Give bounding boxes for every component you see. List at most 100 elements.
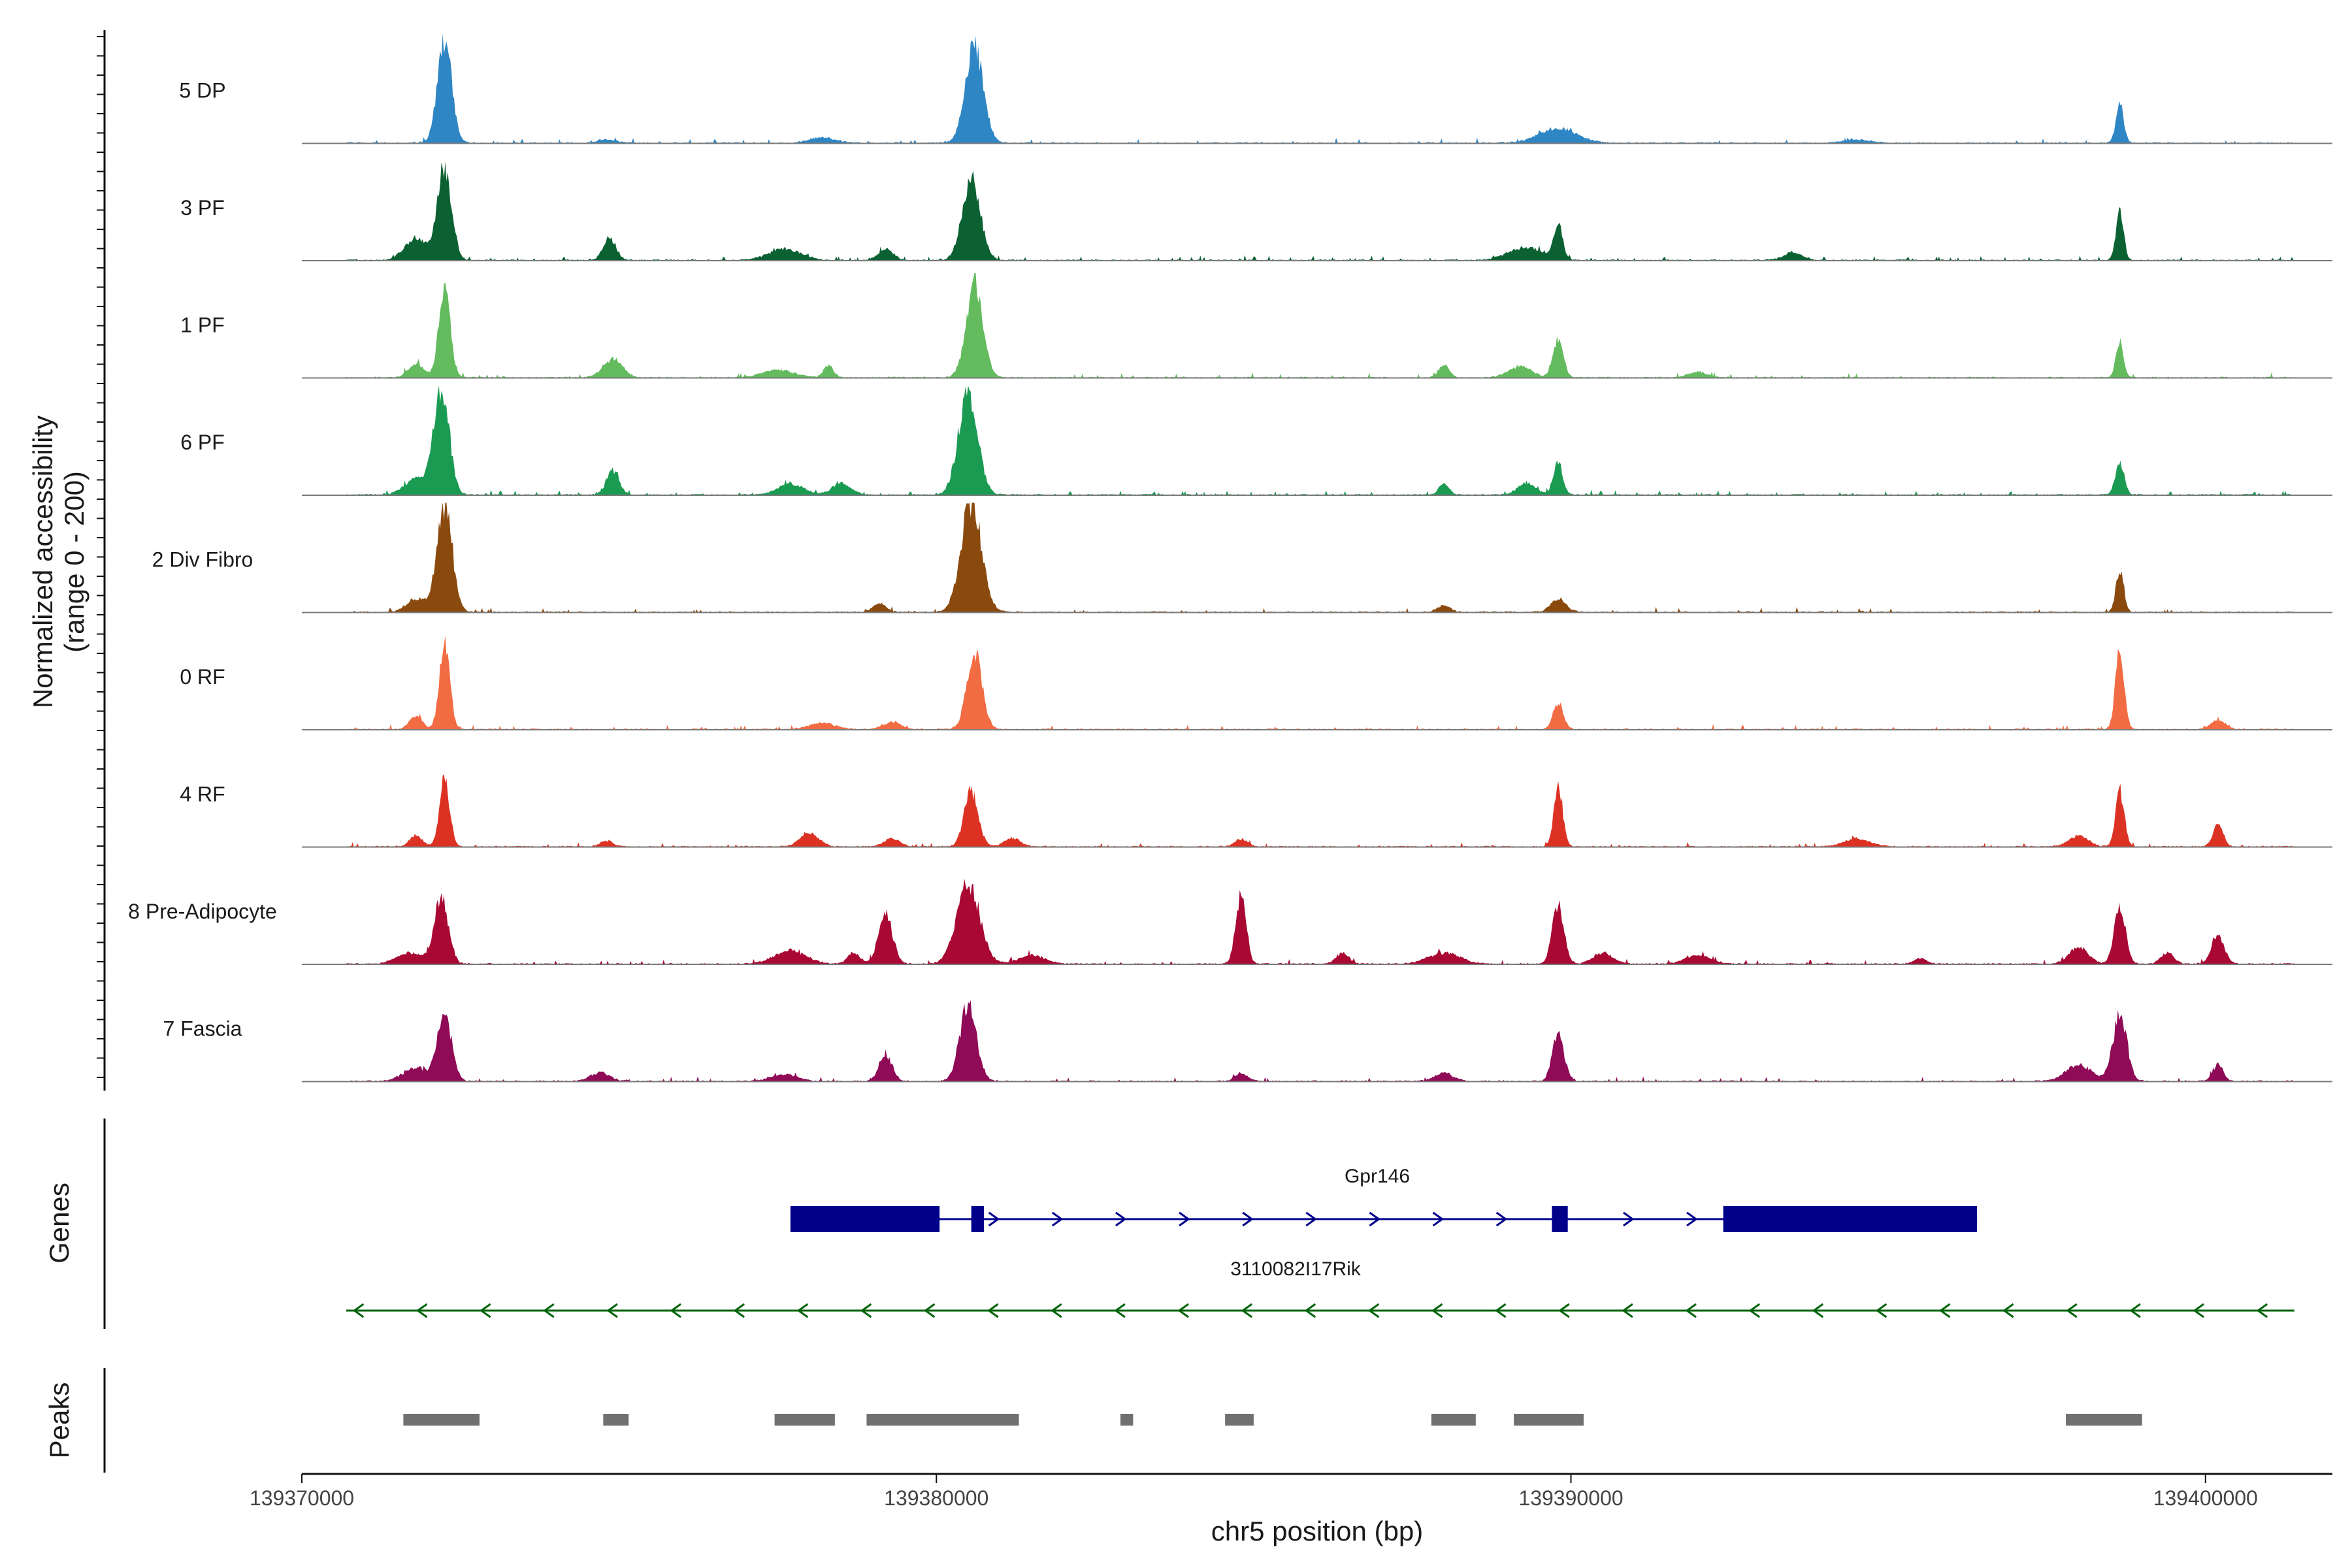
track-label: 8 Pre-Adipocyte [128,900,277,923]
strand-arrow-icon [1179,1211,1190,1227]
track-0-rf: 0 RF [180,636,2332,730]
strand-arrow-icon [1558,1303,1570,1318]
strand-arrow-icon [733,1303,745,1318]
x-axis: 139370000 139380000 139390000 139400000 [250,1473,2332,1510]
peaks-track-title: Peaks [44,1382,74,1459]
track-5-dp: 5 DP [179,33,2332,144]
coverage-y-axis [97,30,106,1091]
strand-arrow-icon [987,1303,999,1318]
coverage-area [346,161,2295,261]
strand-arrow-icon [923,1303,936,1318]
gene-exon [1552,1206,1568,1232]
strand-arrow-icon [416,1303,428,1318]
track-2-div-fibro: 2 Div Fibro [152,502,2332,613]
strand-arrow-icon [1114,1303,1126,1318]
track-6-pf: 6 PF [180,385,2332,496]
coverage-area [346,33,2295,144]
x-tick-label: 139400000 [2153,1486,2258,1510]
y-axis-title: Normalized accessibility [27,416,58,708]
track-3-pf: 3 PF [180,161,2332,261]
coverage-tracks: 5 DP 3 PF 1 PF 6 PF 2 Div Fibro 0 RF 4 RF 8 Pre… [128,33,2332,1083]
strand-arrow-icon [1241,1303,1253,1318]
track-label: 1 PF [180,314,225,337]
track-label: 5 DP [179,79,225,103]
peak-region [2066,1414,2142,1426]
peak-region [1120,1414,1134,1426]
track-label: 6 PF [180,431,225,454]
strand-arrow-icon [2193,1303,2204,1318]
genes-track-title: Genes [44,1183,74,1264]
strand-arrow-icon [2129,1303,2141,1318]
strand-arrow-icon [1051,1211,1064,1227]
gene-exon [971,1206,985,1232]
track-label: 3 PF [180,196,225,220]
track-label: 0 RF [180,665,225,689]
gene-exon [790,1206,940,1232]
strand-arrow-icon [543,1303,555,1318]
strand-arrow-icon [1432,1211,1445,1227]
track-7-fascia: 7 Fascia [163,1000,2332,1083]
coverage-area [346,273,2295,378]
strand-arrow-icon [1495,1211,1508,1227]
strand-arrow-icon [1177,1303,1189,1318]
coverage-area [346,774,2295,847]
strand-arrow-icon [480,1303,491,1318]
strand-arrow-icon [2002,1303,2014,1318]
peak-region [1431,1414,1476,1426]
track-label: 7 Fascia [163,1017,242,1041]
strand-arrow-icon [1812,1303,1824,1318]
strand-arrow-icon [606,1303,618,1318]
x-tick-label: 139380000 [884,1486,988,1510]
peak-region [774,1414,835,1426]
strand-arrow-icon [1938,1303,1951,1318]
strand-arrow-icon [860,1303,872,1318]
strand-arrow-icon [1304,1303,1316,1318]
strand-arrow-icon [1369,1211,1380,1227]
strand-arrow-icon [352,1303,365,1318]
gene-label: 3110082I17Rik [1230,1258,1362,1280]
peak-region [866,1414,1019,1426]
peak-region [403,1414,480,1426]
coverage-area [346,1000,2295,1082]
strand-arrow-icon [796,1303,809,1318]
strand-arrow-icon [1622,1303,1633,1318]
y-axis-range: (range 0 - 200) [59,471,90,653]
coverage-area [346,502,2295,613]
x-tick-label: 139370000 [250,1486,354,1510]
track-4-rf: 4 RF [180,774,2332,848]
strand-arrow-icon [1431,1303,1443,1318]
genes-track: Gpr146 3110082I17Rik [103,1119,2295,1329]
peak-region [1225,1414,1254,1426]
gene-label: Gpr146 [1345,1166,1410,1187]
strand-arrow-icon [1367,1303,1380,1318]
track-1-pf: 1 PF [180,273,2332,379]
track-label: 2 Div Fibro [152,548,253,572]
strand-arrow-icon [1495,1303,1507,1318]
strand-arrow-icon [988,1211,1000,1227]
x-axis-title: chr5 position (bp) [1211,1516,1424,1546]
strand-arrow-icon [1748,1303,1761,1318]
strand-arrow-icon [1242,1211,1254,1227]
strand-arrow-icon [1875,1303,1887,1318]
gene-exon [1723,1206,1978,1232]
strand-arrow-icon [670,1303,681,1318]
track-label: 4 RF [180,783,225,806]
peak-region [603,1414,629,1426]
strand-arrow-icon [1115,1211,1127,1227]
track-8-pre-adipocyte: 8 Pre-Adipocyte [128,878,2332,965]
strand-arrow-icon [1623,1211,1635,1227]
peaks-track [103,1368,2142,1473]
gene-gpr146: Gpr146 [790,1166,1978,1232]
peak-region [1514,1414,1584,1426]
x-tick-label: 139390000 [1518,1486,1623,1510]
strand-arrow-icon [2256,1303,2268,1318]
coverage-area [346,878,2295,964]
strand-arrow-icon [1305,1211,1317,1227]
strand-arrow-icon [2066,1303,2078,1318]
gene-3110082i17rik: 3110082I17Rik [346,1258,2295,1318]
strand-arrow-icon [1685,1303,1697,1318]
strand-arrow-icon [1686,1211,1698,1227]
coverage-area [346,636,2295,730]
strand-arrow-icon [1051,1303,1062,1318]
